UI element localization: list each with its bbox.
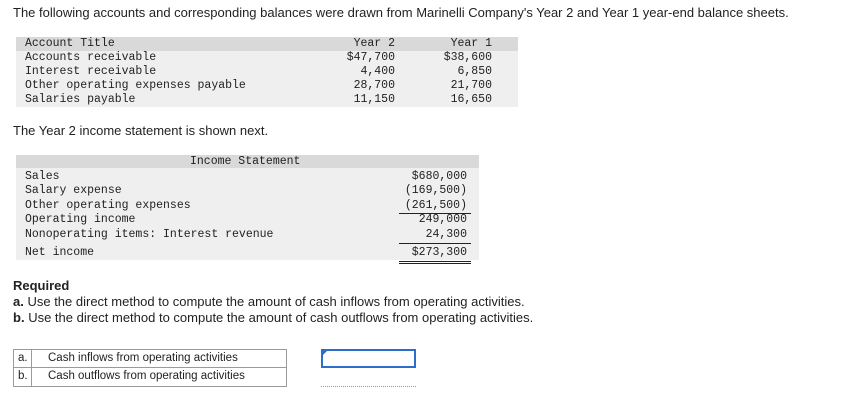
net-income-double-rule (399, 260, 471, 264)
balance-sheet-table: Account Title Year 2 Year 1 Accounts rec… (16, 37, 518, 107)
line-label: Nonoperating items: Interest revenue (25, 227, 274, 241)
input-marker-icon (322, 350, 328, 356)
line-amount: (169,500) (404, 184, 467, 198)
year-2-value: 4,400 (360, 65, 395, 78)
table-row: Other operating expenses (261,500) (16, 198, 479, 214)
line-amount: $680,000 (411, 170, 467, 183)
table-row: Salaries payable 11,150 16,650 (16, 93, 518, 107)
table-row: Nonoperating items: Interest revenue 24,… (16, 227, 479, 244)
income-statement-table: Income Statement Sales $680,000 Salary e… (16, 155, 479, 264)
required-item-a: a. Use the direct method to compute the … (13, 294, 533, 310)
account-title: Salaries payable (25, 93, 136, 106)
answer-label: Cash inflows from operating activities (31, 349, 287, 368)
account-title: Accounts receivable (25, 51, 157, 64)
line-amount: (261,500) (404, 198, 467, 212)
header-year-1: Year 1 (450, 37, 492, 50)
line-label: Sales (25, 170, 60, 183)
line-label: Net income (25, 245, 95, 259)
income-statement-intro: The Year 2 income statement is shown nex… (13, 123, 269, 138)
table-row: Accounts receivable $47,700 $38,600 (16, 51, 518, 65)
line-label: Other operating expenses (25, 198, 191, 212)
table-row: Salary expense (169,500) (16, 184, 479, 198)
income-statement-heading: Income Statement (190, 155, 301, 168)
year-2-value: 28,700 (353, 79, 395, 92)
line-label: Operating income (25, 213, 136, 227)
income-statement-header: Income Statement (16, 155, 479, 168)
cash-outflows-input[interactable] (321, 368, 416, 387)
answer-letter: b. (13, 368, 31, 387)
line-amount: 249,000 (418, 213, 467, 227)
line-amount: 24,300 (425, 227, 467, 241)
year-2-value: $47,700 (346, 51, 395, 64)
year-1-value: $38,600 (443, 51, 492, 64)
header-year-2: Year 2 (353, 37, 395, 50)
required-title: Required (13, 278, 70, 293)
intro-text: The following accounts and corresponding… (13, 5, 789, 20)
required-a-text: Use the direct method to compute the amo… (27, 294, 525, 309)
cash-inflows-input[interactable] (321, 349, 416, 368)
year-2-value: 11,150 (353, 93, 395, 106)
line-label: Salary expense (25, 184, 122, 198)
total-rule (399, 242, 471, 244)
account-title: Interest receivable (25, 65, 157, 78)
table-row: Sales $680,000 (16, 170, 479, 184)
account-title: Other operating expenses payable (25, 79, 246, 92)
year-1-value: 16,650 (450, 93, 492, 106)
answer-letter: a. (13, 349, 31, 368)
header-account-title: Account Title (25, 37, 115, 50)
answer-label: Cash outflows from operating activities (31, 368, 287, 387)
table-row: Interest receivable 4,400 6,850 (16, 65, 518, 79)
income-statement-body: Sales $680,000 Salary expense (169,500) … (16, 168, 479, 264)
year-1-value: 21,700 (450, 79, 492, 92)
balance-sheet-header: Account Title Year 2 Year 1 (16, 37, 518, 51)
year-1-value: 6,850 (457, 65, 492, 78)
table-row: Other operating expenses payable 28,700 … (16, 79, 518, 93)
required-b-letter: b. (13, 310, 25, 325)
required-section: Required a. Use the direct method to com… (13, 278, 533, 326)
subtotal-rule (399, 212, 471, 214)
required-item-b: b. Use the direct method to compute the … (13, 310, 533, 326)
required-a-letter: a. (13, 294, 24, 309)
line-amount: $273,300 (411, 245, 467, 259)
required-b-text: Use the direct method to compute the amo… (28, 310, 534, 325)
table-row: Operating income 249,000 (16, 213, 479, 227)
table-row: Net income $273,300 (16, 245, 479, 264)
